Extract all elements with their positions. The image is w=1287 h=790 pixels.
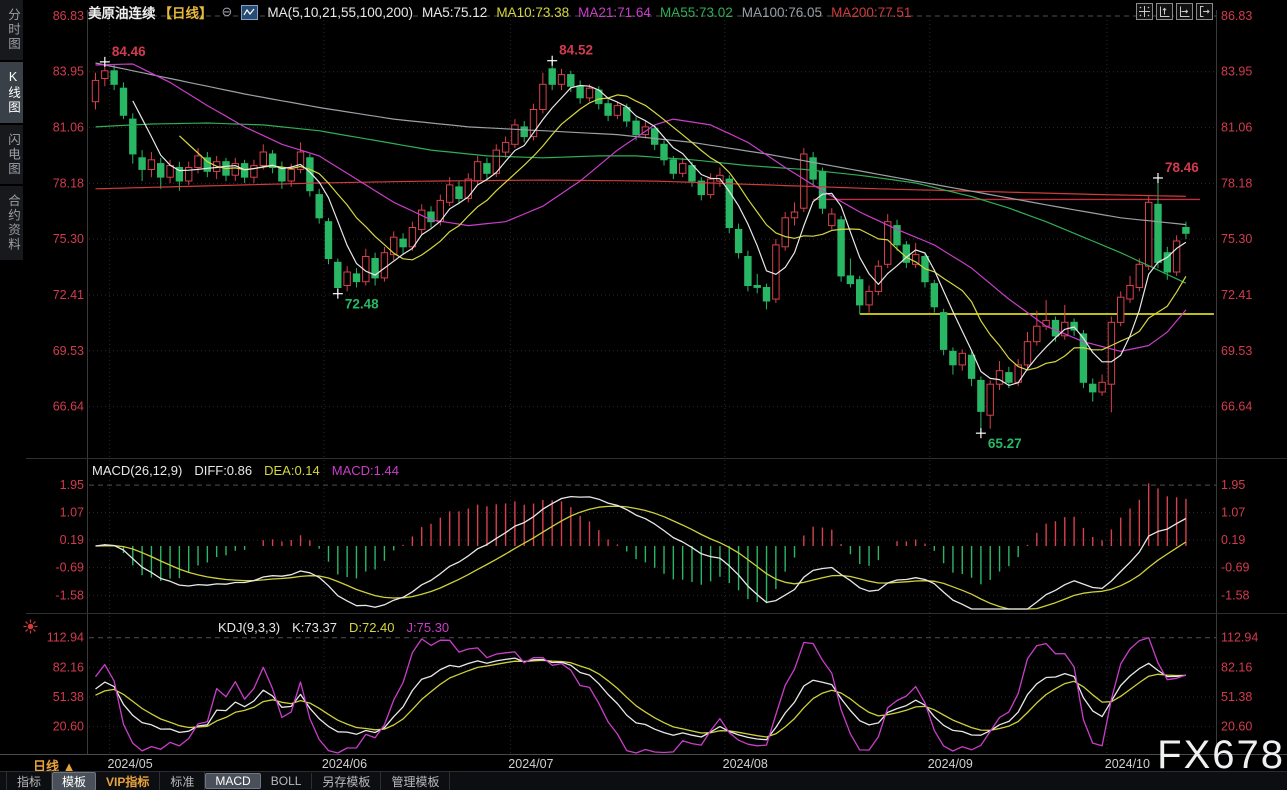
svg-text:20.60: 20.60 <box>1221 720 1252 734</box>
kdj-params: KDJ(9,3,3) <box>218 620 280 635</box>
svg-text:2024/07: 2024/07 <box>508 757 553 771</box>
kdj-layer <box>96 638 1186 753</box>
chart-type-sidebar: 分时图 K线图 闪电图 合约资料 <box>0 0 25 262</box>
ma-settings-label: MA(5,10,21,55,100,200) <box>267 5 413 20</box>
exit-icon[interactable] <box>1196 3 1213 20</box>
ma55-value: MA55:73.02 <box>660 5 733 20</box>
macd-macd-value: MACD:1.44 <box>332 463 399 478</box>
macd-header: MACD(26,12,9) DIFF:0.86 DEA:0.14 MACD:1.… <box>92 463 399 478</box>
svg-text:112.94: 112.94 <box>1221 631 1258 645</box>
svg-text:78.18: 78.18 <box>53 176 84 190</box>
app-window: 84.46 72.48 84.52 65.27 78.46 86.83 86.83 83.95… <box>0 0 1287 790</box>
svg-text:78.46: 78.46 <box>1165 160 1199 175</box>
svg-text:-0.69: -0.69 <box>1221 561 1250 575</box>
candles-layer <box>92 61 1189 433</box>
svg-text:69.53: 69.53 <box>1221 344 1252 358</box>
svg-text:2024/06: 2024/06 <box>322 757 367 771</box>
svg-text:86.83: 86.83 <box>1221 9 1252 23</box>
svg-text:72.41: 72.41 <box>1221 288 1252 302</box>
svg-text:82.16: 82.16 <box>53 660 84 674</box>
chart-tool-icons <box>1136 3 1213 20</box>
svg-text:75.30: 75.30 <box>53 232 84 246</box>
svg-text:0.19: 0.19 <box>60 533 84 547</box>
svg-text:72.48: 72.48 <box>345 297 379 312</box>
svg-text:65.27: 65.27 <box>988 436 1022 451</box>
svg-text:-1.58: -1.58 <box>1221 588 1250 602</box>
svg-text:72.41: 72.41 <box>53 288 84 302</box>
toolbar-save-template[interactable]: 另存模板 <box>312 772 381 790</box>
svg-text:1.95: 1.95 <box>60 478 84 492</box>
chart-canvas[interactable]: 84.46 72.48 84.52 65.27 78.46 86.83 86.83 83.95… <box>0 0 1287 790</box>
toolbar-templates[interactable]: 模板 <box>52 772 96 790</box>
svg-text:20.60: 20.60 <box>53 720 84 734</box>
period-label: 【日线】 <box>159 2 213 22</box>
toolbar-standard[interactable]: 标准 <box>160 772 205 790</box>
ma10-value: MA10:73.38 <box>496 5 569 20</box>
kdj-settings-icon[interactable] <box>22 618 39 640</box>
svg-text:-0.69: -0.69 <box>56 561 85 575</box>
ma100-value: MA100:76.05 <box>742 5 822 20</box>
macd-layer <box>96 483 1186 609</box>
svg-text:69.53: 69.53 <box>53 344 84 358</box>
top-bar: 美原油连续【日线】 ⊖ MA(5,10,21,55,100,200) MA5:7… <box>88 2 911 22</box>
ma-lines-layer <box>96 63 1186 385</box>
toolbar-boll[interactable]: BOLL <box>261 773 313 789</box>
toolbar-manage-template[interactable]: 管理模板 <box>381 772 450 790</box>
svg-text:2024/10: 2024/10 <box>1105 757 1150 771</box>
svg-text:51.38: 51.38 <box>53 690 84 704</box>
svg-text:84.46: 84.46 <box>112 44 146 59</box>
svg-text:2024/09: 2024/09 <box>928 757 973 771</box>
sidebar-tab-lightning[interactable]: 闪电图 <box>0 125 23 185</box>
svg-text:83.95: 83.95 <box>53 65 84 79</box>
svg-text:78.18: 78.18 <box>1221 176 1252 190</box>
macd-dea-value: DEA:0.14 <box>264 463 320 478</box>
svg-text:2024/08: 2024/08 <box>723 757 768 771</box>
toolbar-vip-indicators[interactable]: VIP指标 <box>96 772 160 790</box>
svg-text:83.95: 83.95 <box>1221 65 1252 79</box>
kdj-j-value: J:75.30 <box>407 620 450 635</box>
indicator-icon[interactable] <box>241 5 258 20</box>
ma200-value: MA200:77.51 <box>831 5 911 20</box>
svg-text:81.06: 81.06 <box>1221 121 1252 135</box>
sidebar-tab-candlestick[interactable]: K线图 <box>0 62 23 123</box>
trendline-layer <box>813 199 1214 314</box>
bottom-toolbar: 指标 模板 VIP指标 标准 MACD BOLL 另存模板 管理模板 <box>0 771 1287 790</box>
svg-text:51.38: 51.38 <box>1221 690 1252 704</box>
ma21-value: MA21:71.64 <box>578 5 651 20</box>
instrument-title: 美原油连续 <box>88 2 156 22</box>
macd-params: MACD(26,12,9) <box>92 463 182 478</box>
svg-text:0.19: 0.19 <box>1221 533 1245 547</box>
toolbar-macd[interactable]: MACD <box>205 773 260 789</box>
svg-text:-1.58: -1.58 <box>56 588 85 602</box>
toolbar-indicators[interactable]: 指标 <box>6 772 52 790</box>
kdj-k-value: K:73.37 <box>292 620 337 635</box>
sidebar-tab-timeline[interactable]: 分时图 <box>0 0 23 60</box>
svg-text:86.83: 86.83 <box>53 9 84 23</box>
scale-x-icon[interactable] <box>1176 3 1193 20</box>
kdj-header: KDJ(9,3,3) K:73.37 D:72.40 J:75.30 <box>218 620 449 635</box>
watermark: FX678 <box>1157 733 1285 778</box>
svg-text:112.94: 112.94 <box>47 631 84 645</box>
crosshair-icon[interactable] <box>1136 3 1153 20</box>
svg-text:66.64: 66.64 <box>1221 400 1252 414</box>
collapse-icon[interactable]: ⊖ <box>222 4 233 20</box>
sidebar-tab-contract-info[interactable]: 合约资料 <box>0 186 23 260</box>
svg-text:82.16: 82.16 <box>1221 660 1252 674</box>
svg-text:1.07: 1.07 <box>60 506 84 520</box>
kdj-d-value: D:72.40 <box>349 620 395 635</box>
ma5-value: MA5:75.12 <box>422 5 487 20</box>
macd-diff-value: DIFF:0.86 <box>194 463 252 478</box>
svg-text:84.52: 84.52 <box>559 43 593 58</box>
svg-text:66.64: 66.64 <box>53 400 84 414</box>
annotations-layer: 84.46 72.48 84.52 65.27 78.46 <box>100 43 1199 451</box>
svg-text:1.95: 1.95 <box>1221 478 1245 492</box>
grid-layer <box>0 10 1287 755</box>
scale-y-icon[interactable] <box>1156 3 1173 20</box>
svg-text:81.06: 81.06 <box>53 121 84 135</box>
svg-text:2024/05: 2024/05 <box>108 757 153 771</box>
svg-text:1.07: 1.07 <box>1221 506 1245 520</box>
svg-text:75.30: 75.30 <box>1221 232 1252 246</box>
